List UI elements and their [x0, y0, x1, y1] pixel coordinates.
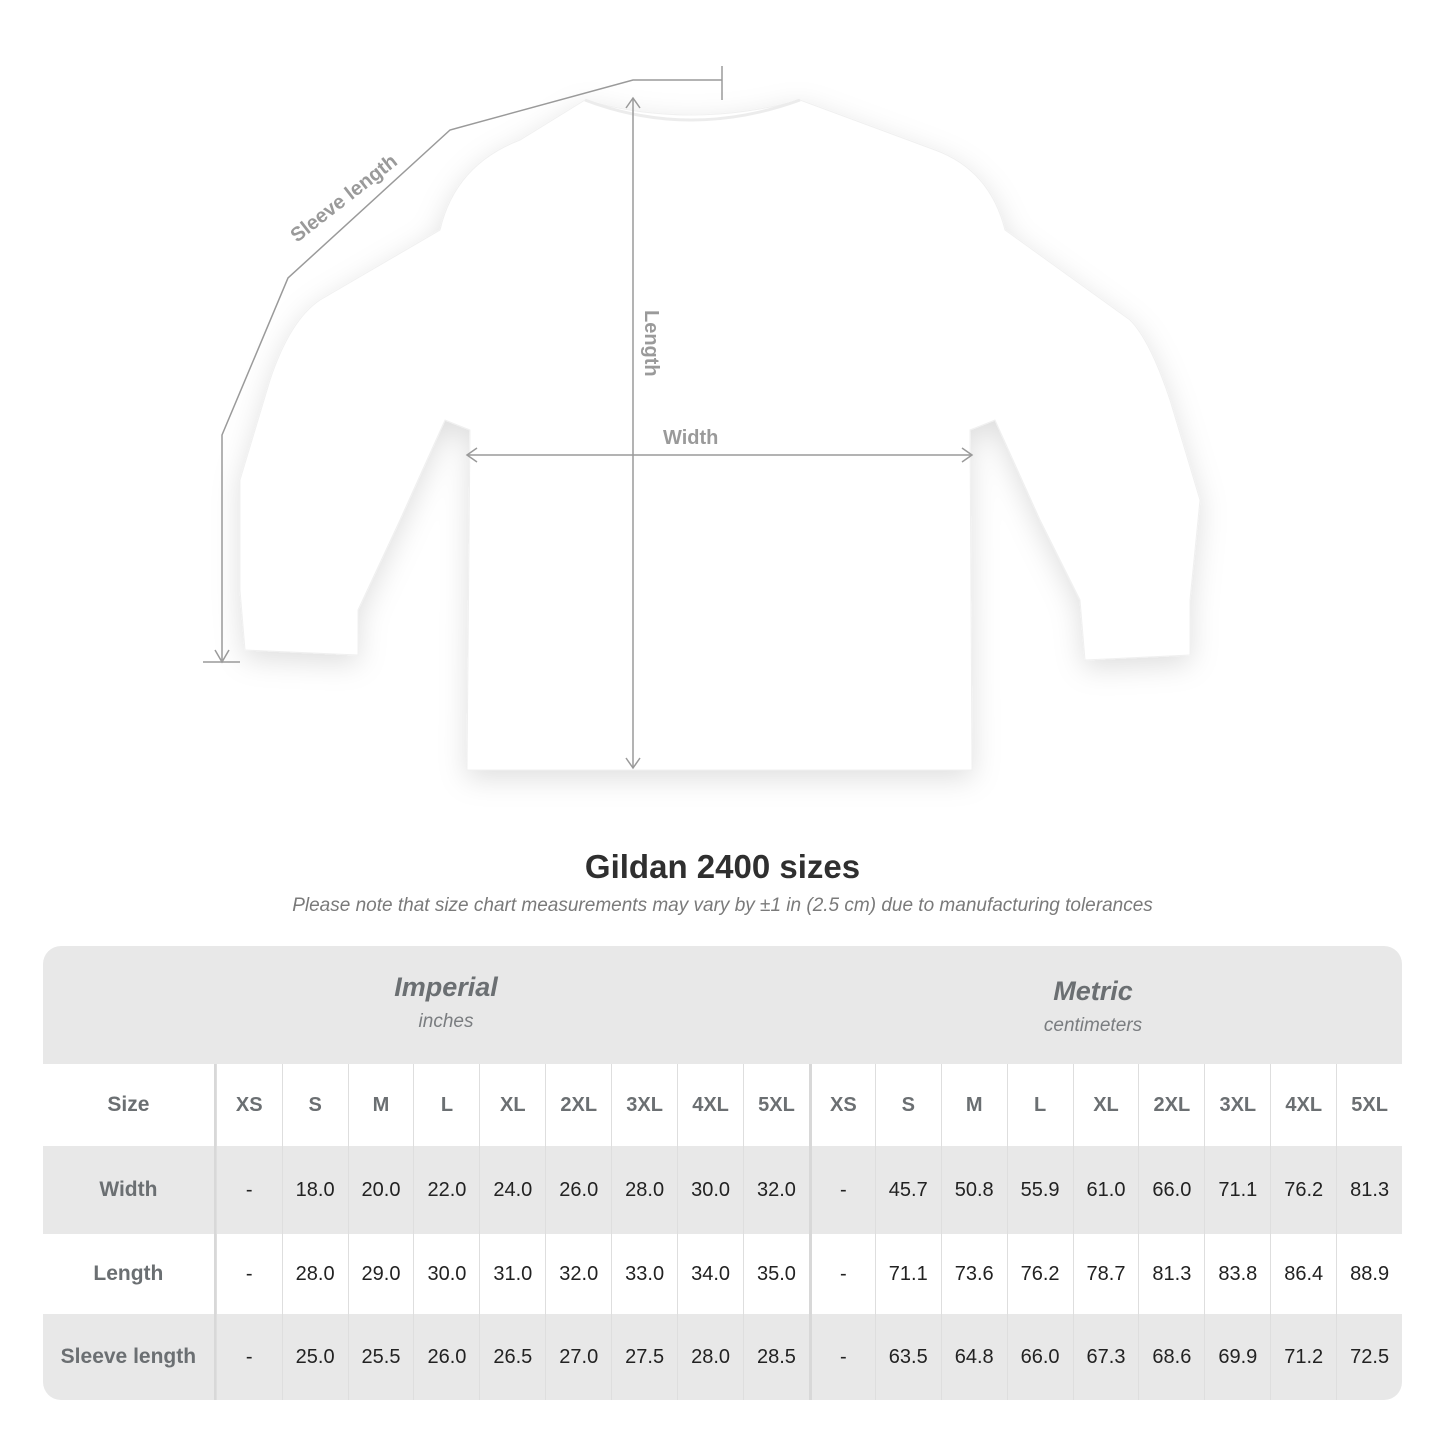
imperial-size-header: XS	[215, 1064, 282, 1146]
metric-title: Metric	[1053, 976, 1133, 1006]
metric-size-header: 4XL	[1270, 1064, 1336, 1146]
imperial-value-cell: 28.0	[611, 1146, 677, 1234]
table-row: Sleeve length -25.0 25.5 26.0 26.5 27.0 27.5 28…	[43, 1314, 1402, 1400]
metric-value-cell: 71.1	[1204, 1146, 1270, 1234]
imperial-value-cell: -	[215, 1146, 282, 1234]
imperial-value-cell: 22.0	[413, 1146, 479, 1234]
table-row: Length -28.0 29.0 30.0 31.0 32.0 33.0 34.0 35.0-…	[43, 1234, 1402, 1314]
size-label: Size	[43, 1064, 216, 1146]
metric-size-header: L	[1006, 1064, 1073, 1146]
long-sleeve-shirt	[239, 98, 1201, 771]
imperial-value-cell: 32.0	[743, 1146, 809, 1234]
imperial-size-header: L	[413, 1064, 479, 1146]
metric-header: Metric centimeters	[863, 976, 1323, 1037]
metric-value-cell: -	[808, 1234, 875, 1314]
imperial-value-cell: 27.0	[545, 1314, 611, 1400]
metric-value-cell: 71.1	[874, 1234, 941, 1314]
imperial-size-header: 2XL	[545, 1064, 611, 1146]
shirt-diagram: Sleeve length Length Width	[203, 66, 1201, 771]
metric-value-cell: 76.2	[1270, 1146, 1336, 1234]
metric-value-cell: 81.3	[1336, 1146, 1402, 1234]
metric-size-header: 5XL	[1336, 1064, 1402, 1146]
metric-value-cell: 67.3	[1072, 1314, 1139, 1400]
metric-value-cell: 83.8	[1204, 1234, 1270, 1314]
row-label: Width	[43, 1146, 216, 1234]
metric-size-header: XS	[808, 1064, 875, 1146]
metric-value-cell: 78.7	[1072, 1234, 1139, 1314]
imperial-value-cell: 28.0	[677, 1314, 743, 1400]
metric-size-header: 3XL	[1204, 1064, 1270, 1146]
imperial-value-cell: 25.0	[281, 1314, 348, 1400]
imperial-size-header: S	[281, 1064, 348, 1146]
imperial-value-cell: 18.0	[281, 1146, 348, 1234]
imperial-value-cell: 26.0	[545, 1146, 611, 1234]
imperial-value-cell: 20.0	[347, 1146, 414, 1234]
metric-value-cell: 69.9	[1204, 1314, 1270, 1400]
width-label: Width	[663, 427, 718, 449]
imperial-value-cell: 33.0	[611, 1234, 677, 1314]
metric-size-header: S	[874, 1064, 941, 1146]
metric-size-header: 2XL	[1138, 1064, 1204, 1146]
metric-value-cell: 81.3	[1138, 1234, 1204, 1314]
row-label: Sleeve length	[43, 1314, 216, 1400]
page-title: Gildan 2400 sizes	[584, 848, 861, 885]
metric-value-cell: 68.6	[1138, 1314, 1204, 1400]
table-row: Width -18.0 20.0 22.0 24.0 26.0 28.0 30.0 32.0-4…	[43, 1146, 1402, 1234]
measurement-lines	[203, 66, 974, 770]
imperial-value-cell: 30.0	[677, 1146, 743, 1234]
imperial-title: Imperial	[394, 972, 498, 1002]
metric-value-cell: 50.8	[940, 1146, 1007, 1234]
metric-value-cell: -	[808, 1314, 875, 1400]
imperial-value-cell: 32.0	[545, 1234, 611, 1314]
metric-value-cell: 66.0	[1006, 1314, 1073, 1400]
metric-value-cell: 88.9	[1336, 1234, 1402, 1314]
metric-value-cell: 71.2	[1270, 1314, 1336, 1400]
imperial-value-cell: 28.5	[743, 1314, 809, 1400]
imperial-value-cell: -	[215, 1314, 282, 1400]
imperial-value-cell: 26.5	[479, 1314, 545, 1400]
imperial-value-cell: 26.0	[413, 1314, 479, 1400]
metric-size-header: M	[940, 1064, 1007, 1146]
metric-size-header: XL	[1072, 1064, 1139, 1146]
imperial-unit: inches	[418, 1011, 474, 1032]
imperial-value-cell: -	[215, 1234, 282, 1314]
table-header-band: Imperial inches Metric centimeters	[43, 946, 1402, 1064]
metric-value-cell: 55.9	[1006, 1146, 1073, 1234]
metric-value-cell: -	[808, 1146, 875, 1234]
imperial-value-cell: 29.0	[347, 1234, 414, 1314]
metric-value-cell: 66.0	[1138, 1146, 1204, 1234]
imperial-size-header: 4XL	[677, 1064, 743, 1146]
metric-value-cell: 64.8	[940, 1314, 1007, 1400]
imperial-size-header: 5XL	[743, 1064, 809, 1146]
imperial-value-cell: 31.0	[479, 1234, 545, 1314]
metric-value-cell: 73.6	[940, 1234, 1007, 1314]
imperial-value-cell: 34.0	[677, 1234, 743, 1314]
imperial-value-cell: 27.5	[611, 1314, 677, 1400]
imperial-value-cell: 30.0	[413, 1234, 479, 1314]
imperial-value-cell: 25.5	[347, 1314, 414, 1400]
imperial-value-cell: 24.0	[479, 1146, 545, 1234]
metric-value-cell: 72.5	[1336, 1314, 1402, 1400]
imperial-header: Imperial inches	[216, 972, 676, 1033]
metric-unit: centimeters	[1043, 1015, 1143, 1036]
metric-value-cell: 63.5	[874, 1314, 941, 1400]
imperial-value-cell: 28.0	[281, 1234, 348, 1314]
size-table: Imperial inches Metric centimeters Size X…	[43, 946, 1402, 1400]
imperial-value-cell: 35.0	[743, 1234, 809, 1314]
imperial-size-header: XL	[479, 1064, 545, 1146]
imperial-size-header: M	[347, 1064, 414, 1146]
tolerance-note: Please note that size chart measurements…	[292, 895, 1153, 916]
metric-value-cell: 45.7	[874, 1146, 941, 1234]
size-header-row: Size XS S M L XL 2XL 3XL 4XL 5XL XS S M L XL 2XL 3XL 4XL 5…	[43, 1064, 1402, 1146]
metric-value-cell: 61.0	[1072, 1146, 1139, 1234]
metric-value-cell: 76.2	[1006, 1234, 1073, 1314]
sleeve-length-label: Sleeve length	[287, 150, 402, 247]
row-label: Length	[43, 1234, 216, 1314]
metric-value-cell: 86.4	[1270, 1234, 1336, 1314]
length-label: Length	[640, 310, 662, 377]
imperial-size-header: 3XL	[611, 1064, 677, 1146]
